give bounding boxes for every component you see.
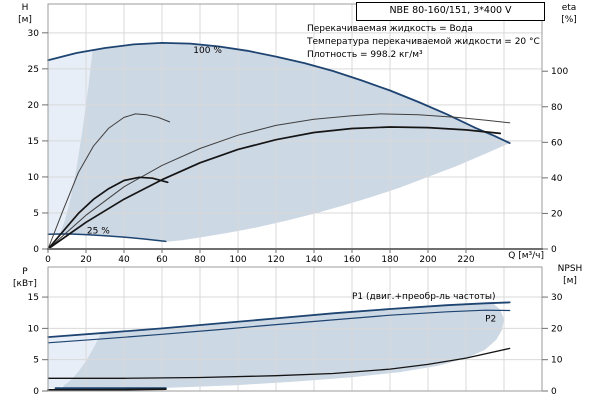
tick-label-left: 0 bbox=[33, 245, 39, 255]
head-capacity-chart-eta-curve-100pct-thick bbox=[47, 126, 502, 250]
power-npsh-chart-frame bbox=[47, 266, 543, 392]
tick-label-left: 0 bbox=[33, 387, 39, 397]
tick-label-x: 200 bbox=[419, 255, 436, 265]
eta-axis-unit: [%] bbox=[561, 15, 577, 25]
npsh-axis-title: NPSH [м] bbox=[545, 263, 595, 287]
tick-label-x: 180 bbox=[381, 255, 398, 265]
head-capacity-chart-eta-curve-25pct-thin bbox=[47, 113, 171, 250]
p-axis-title: P [кВт] bbox=[6, 266, 44, 290]
tick-label-right: 80 bbox=[551, 103, 563, 113]
tick-label-left: 5 bbox=[33, 209, 39, 219]
tick-label-left: 15 bbox=[28, 137, 39, 147]
tick-label-right: 60 bbox=[551, 138, 563, 148]
tick-label-right: 100 bbox=[551, 67, 568, 77]
tick-label-left: 15 bbox=[28, 293, 39, 303]
tick-label-right: 30 bbox=[551, 293, 563, 303]
head-capacity-chart-speed-envelope-low-flow bbox=[48, 49, 93, 236]
tick-label-x: 120 bbox=[267, 255, 284, 265]
tick-label-left: 30 bbox=[28, 29, 40, 39]
tick-label-right: 0 bbox=[551, 387, 557, 397]
tick-label-right: 20 bbox=[551, 209, 563, 219]
info-line-temperature: Температура перекачиваемой жидкости = 20… bbox=[307, 37, 540, 47]
tick-label-x: 100 bbox=[229, 255, 246, 265]
info-line-density: Плотность = 998.2 кг/м³ bbox=[307, 50, 423, 60]
p-axis-symbol: P bbox=[22, 267, 28, 277]
tick-label-x: 0 bbox=[45, 255, 51, 265]
tick-label-right: 40 bbox=[551, 174, 563, 184]
tick-label-left: 20 bbox=[28, 101, 40, 111]
power-npsh-chart-p2-curve-25pct bbox=[47, 388, 167, 391]
tick-label-x: 20 bbox=[80, 255, 92, 265]
eta-axis-symbol: eta bbox=[561, 3, 577, 13]
power-npsh-chart-npsh-curve bbox=[47, 347, 511, 379]
power-npsh-chart-label-p1: P1 (двиг.+преобр-ль частоты) bbox=[352, 292, 496, 302]
q-axis-title: Q [м³/ч] bbox=[508, 251, 544, 261]
tick-label-left: 10 bbox=[28, 173, 40, 183]
tick-label-x: 60 bbox=[156, 255, 168, 265]
h-axis-unit: [м] bbox=[18, 15, 32, 25]
head-capacity-chart-label-100pct: 100 % bbox=[193, 46, 222, 56]
power-npsh-chart-power-envelope-low-flow bbox=[48, 332, 102, 389]
h-axis-symbol: H bbox=[21, 3, 29, 13]
head-capacity-chart-hq-curve-100pct bbox=[47, 42, 511, 144]
p-axis-unit: [кВт] bbox=[13, 279, 37, 289]
power-npsh-chart-power-envelope bbox=[63, 303, 504, 389]
head-capacity-chart-eta-curve-25pct-thick bbox=[47, 176, 169, 250]
tick-label-x: 140 bbox=[305, 255, 322, 265]
npsh-axis-symbol: NPSH bbox=[557, 264, 583, 274]
tick-label-x: 80 bbox=[194, 255, 206, 265]
tick-label-left: 25 bbox=[28, 65, 39, 75]
tick-label-x: 40 bbox=[118, 255, 130, 265]
tick-label-right: 10 bbox=[551, 356, 563, 366]
tick-label-left: 5 bbox=[33, 356, 39, 366]
head-capacity-chart-speed-envelope bbox=[59, 42, 510, 242]
tick-label-right: 0 bbox=[551, 245, 557, 255]
head-capacity-chart-eta-curve-100pct-thin bbox=[47, 113, 511, 250]
h-axis-title: H [м] bbox=[12, 2, 38, 26]
power-npsh-chart-p2-curve-100pct bbox=[47, 309, 511, 344]
tick-label-right: 20 bbox=[551, 324, 563, 334]
head-capacity-chart-hq-curve-25pct bbox=[47, 233, 167, 243]
tick-label-left: 10 bbox=[28, 324, 40, 334]
pump-model-title-box: NBE 80-160/151, 3*400 V bbox=[356, 2, 545, 21]
power-npsh-chart-label-p2: P2 bbox=[485, 314, 496, 324]
liquid-info-block: Перекачиваемая жидкость = Вода Температу… bbox=[307, 23, 540, 62]
tick-label-x: 220 bbox=[457, 255, 474, 265]
tick-label-x: 160 bbox=[343, 255, 360, 265]
npsh-axis-unit: [м] bbox=[563, 276, 577, 286]
info-line-liquid: Перекачиваемая жидкость = Вода bbox=[307, 24, 473, 34]
eta-axis-title: eta [%] bbox=[553, 2, 585, 26]
head-capacity-chart-label-25pct: 25 % bbox=[87, 226, 110, 236]
power-npsh-chart-p1-curve-100pct bbox=[47, 301, 511, 338]
